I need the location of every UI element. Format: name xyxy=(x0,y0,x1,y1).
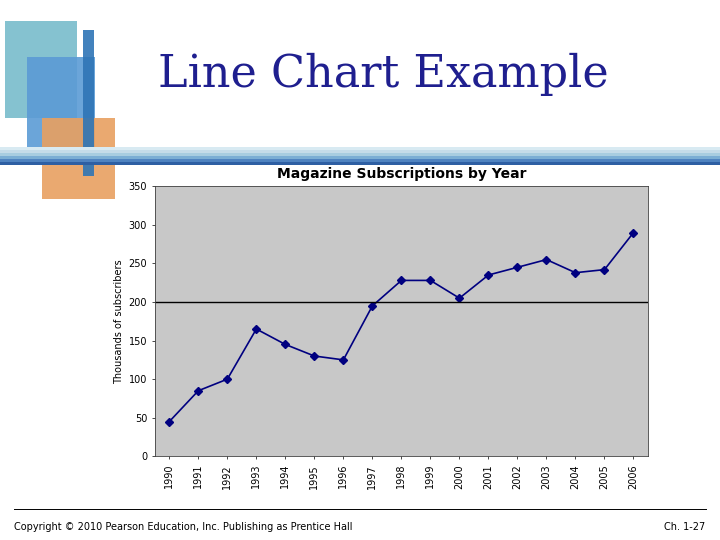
Bar xyxy=(4,21,77,118)
Bar xyxy=(84,30,94,176)
Y-axis label: Thousands of subscribers: Thousands of subscribers xyxy=(114,259,125,383)
Bar xyxy=(27,57,95,151)
Bar xyxy=(0,153,720,156)
Text: Ch. 1-27: Ch. 1-27 xyxy=(665,522,706,532)
Text: Line Chart Example: Line Chart Example xyxy=(158,52,609,96)
Text: Copyright © 2010 Pearson Education, Inc. Publishing as Prentice Hall: Copyright © 2010 Pearson Education, Inc.… xyxy=(14,522,353,532)
Bar xyxy=(42,118,115,199)
Bar xyxy=(0,150,720,153)
Bar xyxy=(0,147,720,150)
Bar xyxy=(0,156,720,159)
Title: Magazine Subscriptions by Year: Magazine Subscriptions by Year xyxy=(276,167,526,181)
Bar xyxy=(0,162,720,165)
Bar xyxy=(0,159,720,162)
